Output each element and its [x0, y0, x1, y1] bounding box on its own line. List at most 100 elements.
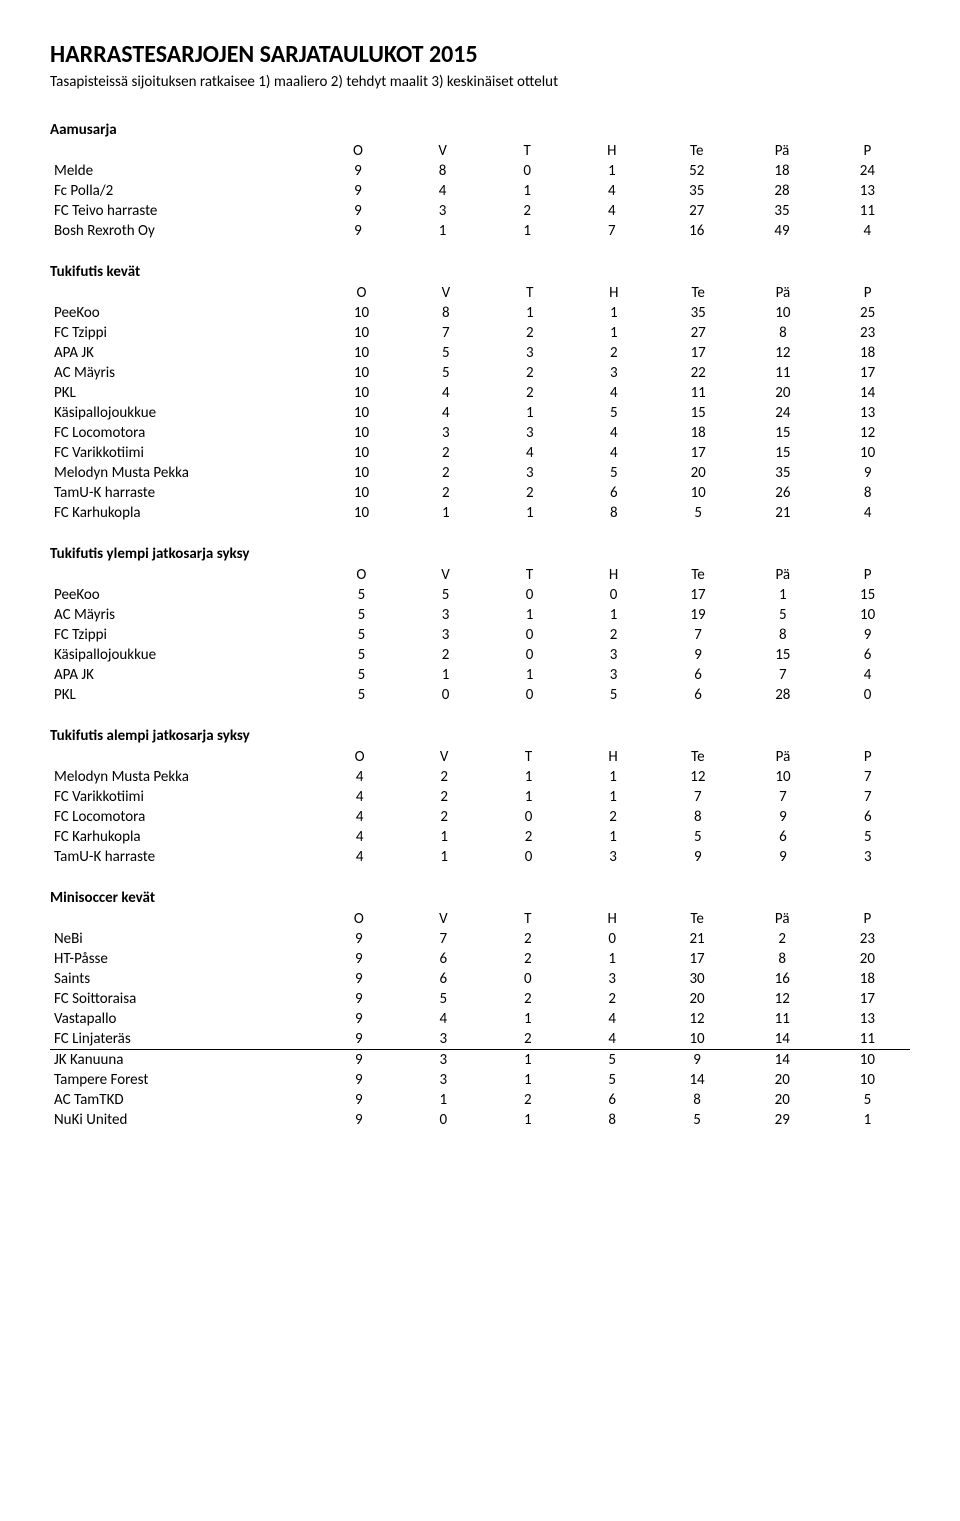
stat-cell: 11	[741, 363, 826, 383]
stat-cell: 12	[655, 1009, 740, 1029]
table-row: NuKi United90185291	[50, 1110, 910, 1130]
col-header: P	[826, 747, 910, 767]
stat-cell: 7	[740, 665, 825, 685]
team-name: FC Locomotora	[50, 423, 319, 443]
stat-cell: 6	[401, 949, 485, 969]
stat-cell: 10	[825, 1070, 910, 1090]
team-name: FC Soittoraisa	[50, 989, 316, 1009]
stat-cell: 11	[825, 201, 910, 221]
standings-table: OVTHTePäPPeeKoo10811351025FC Tzippi10721…	[50, 283, 910, 523]
stat-cell: 9	[316, 929, 401, 949]
col-header: Te	[656, 283, 741, 303]
col-header-team	[50, 565, 319, 585]
stat-cell: 2	[486, 949, 570, 969]
stat-cell: 10	[319, 363, 404, 383]
col-header: O	[317, 747, 402, 767]
stat-cell: 1	[486, 1050, 570, 1071]
stat-cell: 23	[825, 323, 910, 343]
standings-table: OVTHTePäPMelde9801521824Fc Polla/2941435…	[50, 141, 910, 241]
stat-cell: 2	[404, 463, 488, 483]
stat-cell: 1	[572, 303, 656, 323]
stat-cell: 0	[488, 685, 572, 705]
col-header: T	[486, 747, 570, 767]
table-row: Vastapallo9414121113	[50, 1009, 910, 1029]
stat-cell: 0	[572, 585, 656, 605]
col-header-team	[50, 283, 319, 303]
stat-cell: 3	[571, 847, 656, 867]
col-header: Te	[655, 909, 740, 929]
stat-cell: 4	[404, 383, 488, 403]
stat-cell: 8	[740, 625, 825, 645]
stat-cell: 9	[316, 201, 401, 221]
col-header: Te	[654, 141, 739, 161]
col-header: V	[404, 283, 488, 303]
stat-cell: 17	[656, 585, 741, 605]
stat-cell: 28	[740, 685, 825, 705]
stat-cell: 30	[655, 969, 740, 989]
stat-cell: 7	[740, 787, 825, 807]
team-name: Saints	[50, 969, 316, 989]
stat-cell: 17	[825, 363, 910, 383]
stat-cell: 10	[741, 303, 826, 323]
table-row: AC Mäyris531119510	[50, 605, 910, 625]
section-title: Tukifutis alempi jatkosarja syksy	[50, 727, 910, 745]
stat-cell: 3	[404, 423, 488, 443]
stat-cell: 8	[741, 323, 826, 343]
stat-cell: 1	[488, 503, 572, 523]
col-header: P	[825, 565, 910, 585]
stat-cell: 3	[572, 363, 656, 383]
stat-cell: 5	[319, 665, 403, 685]
stat-cell: 5	[319, 605, 403, 625]
table-row: TamU-K harraste4103993	[50, 847, 910, 867]
table-row: PKL50056280	[50, 685, 910, 705]
stat-cell: 9	[655, 847, 740, 867]
stat-cell: 3	[826, 847, 910, 867]
col-header: Pä	[740, 565, 825, 585]
stat-cell: 17	[825, 989, 910, 1009]
col-header: O	[316, 141, 401, 161]
stat-cell: 3	[401, 1070, 485, 1090]
stat-cell: 4	[400, 181, 485, 201]
stat-cell: 12	[825, 423, 910, 443]
stat-cell: 35	[741, 463, 826, 483]
stat-cell: 10	[825, 605, 910, 625]
stat-cell: 14	[740, 1029, 825, 1050]
team-name: NuKi United	[50, 1110, 316, 1130]
team-name: Melde	[50, 161, 316, 181]
stat-cell: 5	[572, 403, 656, 423]
stat-cell: 9	[740, 807, 825, 827]
col-header: O	[316, 909, 401, 929]
col-header: Pä	[741, 283, 826, 303]
stat-cell: 7	[569, 221, 654, 241]
stat-cell: 28	[739, 181, 824, 201]
stat-cell: 17	[655, 949, 740, 969]
stat-cell: 7	[826, 787, 910, 807]
stat-cell: 4	[317, 787, 402, 807]
table-row: FC Tzippi5302789	[50, 625, 910, 645]
table-row: Tampere Forest9315142010	[50, 1070, 910, 1090]
stat-cell: 24	[825, 161, 910, 181]
stat-cell: 1	[486, 787, 570, 807]
stat-cell: 3	[572, 665, 656, 685]
stat-cell: 15	[741, 423, 826, 443]
stat-cell: 4	[401, 1009, 485, 1029]
stat-cell: 20	[655, 989, 740, 1009]
team-name: FC Tzippi	[50, 625, 319, 645]
stat-cell: 11	[740, 1009, 825, 1029]
stat-cell: 0	[570, 929, 655, 949]
team-name: Bosh Rexroth Oy	[50, 221, 316, 241]
stat-cell: 2	[486, 989, 570, 1009]
team-name: JK Kanuuna	[50, 1050, 316, 1071]
stat-cell: 5	[404, 343, 488, 363]
stat-cell: 2	[485, 201, 570, 221]
stat-cell: 10	[319, 483, 404, 503]
team-name: FC Teivo harraste	[50, 201, 316, 221]
stat-cell: 7	[401, 929, 485, 949]
stat-cell: 2	[488, 383, 572, 403]
stat-cell: 14	[740, 1050, 825, 1071]
stat-cell: 9	[656, 645, 741, 665]
stat-cell: 12	[655, 767, 740, 787]
stat-cell: 21	[655, 929, 740, 949]
stat-cell: 13	[825, 181, 910, 201]
table-row: Melodyn Musta Pekka421112107	[50, 767, 910, 787]
